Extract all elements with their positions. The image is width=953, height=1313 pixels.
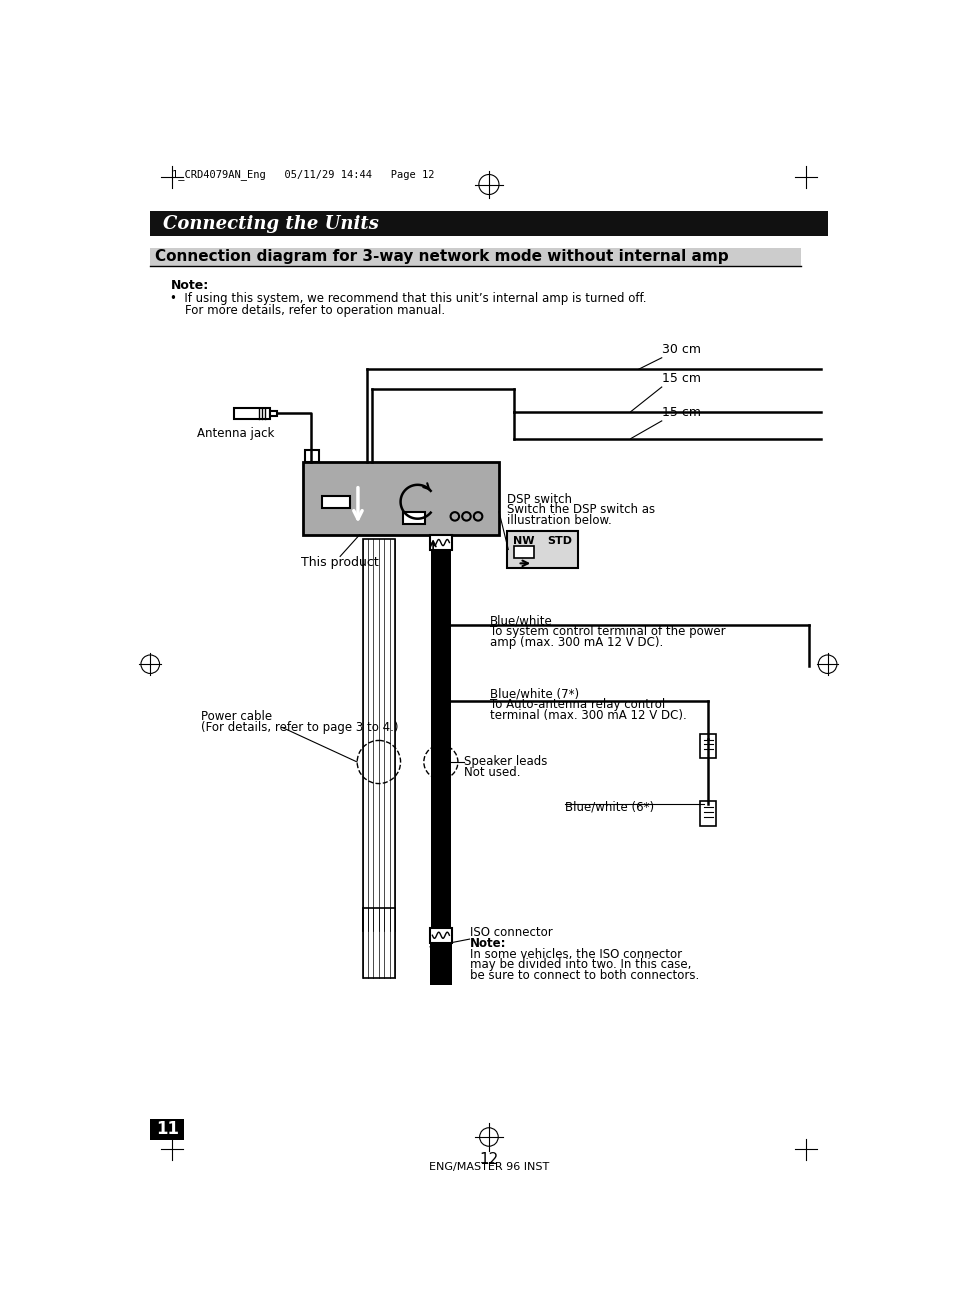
- FancyBboxPatch shape: [362, 909, 395, 978]
- Text: STD: STD: [546, 537, 572, 546]
- Text: Blue/white: Blue/white: [489, 614, 552, 628]
- FancyBboxPatch shape: [305, 450, 319, 462]
- Text: 30 cm: 30 cm: [661, 343, 700, 356]
- Text: illustration below.: illustration below.: [506, 515, 611, 527]
- Text: This product: This product: [301, 557, 378, 570]
- Text: Antenna jack: Antenna jack: [196, 427, 274, 440]
- Text: Switch the DSP switch as: Switch the DSP switch as: [506, 503, 654, 516]
- FancyBboxPatch shape: [402, 512, 424, 524]
- FancyBboxPatch shape: [150, 248, 801, 267]
- Text: •  If using this system, we recommend that this unit’s internal amp is turned of: • If using this system, we recommend tha…: [171, 291, 646, 305]
- Text: be sure to connect to both connectors.: be sure to connect to both connectors.: [469, 969, 698, 982]
- FancyBboxPatch shape: [362, 538, 395, 931]
- FancyBboxPatch shape: [150, 1119, 184, 1140]
- Text: terminal (max. 300 mA 12 V DC).: terminal (max. 300 mA 12 V DC).: [489, 709, 686, 722]
- Text: 1_CRD4079AN_Eng   05/11/29 14:44   Page 12: 1_CRD4079AN_Eng 05/11/29 14:44 Page 12: [172, 169, 434, 180]
- FancyBboxPatch shape: [506, 530, 578, 569]
- Text: Connecting the Units: Connecting the Units: [162, 215, 378, 232]
- Text: For more details, refer to operation manual.: For more details, refer to operation man…: [171, 303, 445, 316]
- Text: amp (max. 300 mA 12 V DC).: amp (max. 300 mA 12 V DC).: [489, 635, 662, 649]
- Text: Speaker leads: Speaker leads: [464, 755, 547, 768]
- FancyBboxPatch shape: [430, 943, 452, 985]
- Text: 12: 12: [478, 1153, 498, 1167]
- Text: Not used.: Not used.: [464, 765, 520, 779]
- FancyBboxPatch shape: [430, 927, 452, 943]
- Text: NW: NW: [513, 537, 534, 546]
- Text: 15 cm: 15 cm: [661, 406, 700, 419]
- FancyBboxPatch shape: [303, 462, 498, 534]
- Text: To system control terminal of the power: To system control terminal of the power: [489, 625, 724, 638]
- Text: Blue/white (6*): Blue/white (6*): [564, 801, 654, 814]
- Text: Power cable: Power cable: [200, 710, 272, 723]
- FancyBboxPatch shape: [322, 495, 350, 508]
- Text: (For details, refer to page 3 to 4.): (For details, refer to page 3 to 4.): [200, 721, 397, 734]
- Text: ISO connector: ISO connector: [469, 926, 552, 939]
- Text: ENG/MASTER 96 INST: ENG/MASTER 96 INST: [428, 1162, 549, 1171]
- Text: Note:: Note:: [171, 280, 209, 293]
- Text: Blue/white (7*): Blue/white (7*): [489, 687, 578, 700]
- FancyBboxPatch shape: [700, 801, 716, 826]
- Text: Connection diagram for 3-way network mode without internal amp: Connection diagram for 3-way network mod…: [154, 249, 728, 264]
- Text: Note:: Note:: [469, 936, 505, 949]
- Text: may be divided into two. In this case,: may be divided into two. In this case,: [469, 958, 690, 972]
- FancyBboxPatch shape: [270, 411, 277, 415]
- FancyBboxPatch shape: [233, 408, 270, 419]
- FancyBboxPatch shape: [431, 550, 451, 931]
- FancyBboxPatch shape: [700, 734, 716, 758]
- Text: 15 cm: 15 cm: [661, 373, 700, 386]
- Text: 11: 11: [155, 1120, 178, 1138]
- FancyBboxPatch shape: [513, 546, 534, 558]
- Text: DSP switch: DSP switch: [506, 492, 571, 506]
- Text: In some vehicles, the ISO connector: In some vehicles, the ISO connector: [469, 948, 681, 961]
- Text: To Auto-antenna relay control: To Auto-antenna relay control: [489, 699, 664, 712]
- FancyBboxPatch shape: [150, 211, 827, 236]
- FancyBboxPatch shape: [430, 534, 452, 550]
